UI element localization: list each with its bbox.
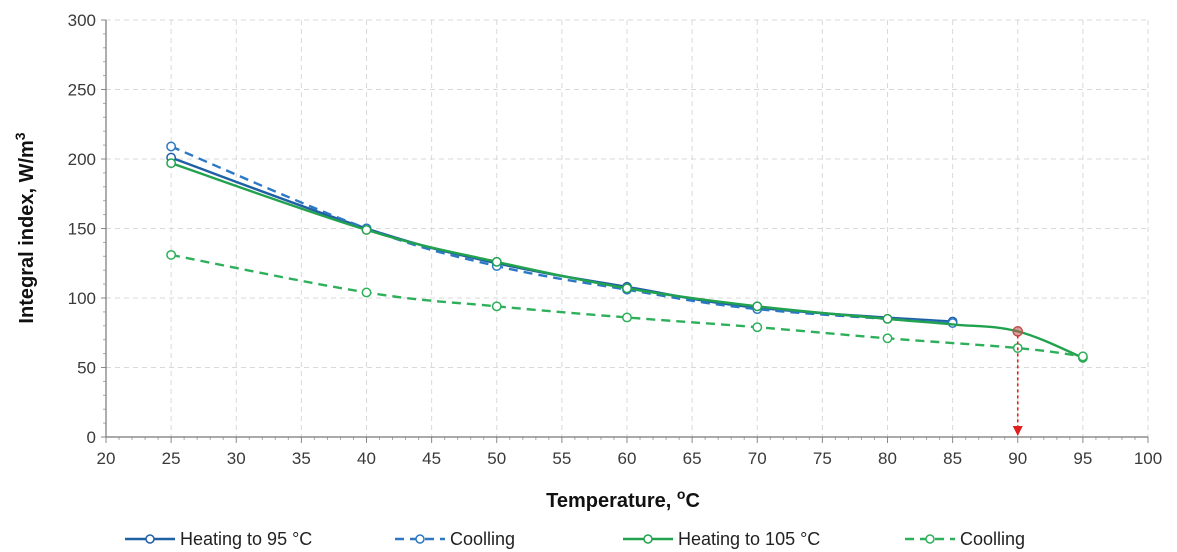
series-layer [166, 141, 1088, 363]
legend-label: Heating to 95 °C [180, 529, 312, 549]
series-point-2 [491, 256, 502, 267]
x-tick-label: 20 [97, 449, 116, 468]
series-point-3 [361, 287, 372, 298]
x-tick-label: 50 [487, 449, 506, 468]
x-tick-label: 30 [227, 449, 246, 468]
x-tick-label: 85 [943, 449, 962, 468]
legend-marker [925, 534, 935, 544]
y-tick-label: 250 [68, 81, 96, 100]
x-tick-label: 65 [683, 449, 702, 468]
legend-entry: Heating to 105 °C [623, 529, 820, 549]
series-point-2 [752, 301, 763, 312]
series-line-3 [170, 253, 1084, 358]
x-tick-label: 80 [878, 449, 897, 468]
series-point-3 [1077, 351, 1088, 362]
x-tick-label: 25 [162, 449, 181, 468]
y-tick-label: 200 [68, 150, 96, 169]
legend-entry: Coolling [905, 529, 1025, 549]
annotation-layer [1012, 326, 1024, 436]
legend-label: Heating to 105 °C [678, 529, 820, 549]
y-tick-label: 300 [68, 11, 96, 30]
x-tick-label: 95 [1073, 449, 1092, 468]
series-point-3 [622, 312, 632, 323]
y-axis-title: Integral index, W/m3 [12, 132, 38, 323]
grid-lines [106, 19, 1149, 437]
legend-marker [643, 534, 653, 544]
tick-labels: 20 25 30 35 40 45 50 55 60 65 70 75 80 85 90 95 100 0 50 10… [68, 11, 1163, 468]
series-point-3 [752, 322, 763, 333]
series-point-3 [882, 333, 893, 344]
x-axis-title: Temperature, oC [546, 486, 700, 512]
legend-entry: Heating to 95 °C [125, 529, 312, 549]
y-tick-label: 50 [77, 359, 96, 378]
legend-marker [145, 534, 155, 544]
series-point-3 [491, 301, 502, 312]
axes [101, 19, 1149, 443]
x-tick-label: 70 [748, 449, 767, 468]
series-point-1 [166, 141, 177, 152]
x-tick-label: 40 [357, 449, 376, 468]
x-tick-label: 90 [1008, 449, 1027, 468]
series-line-1 [170, 145, 953, 325]
x-tick-label: 100 [1134, 449, 1162, 468]
legend-entry: Coolling [395, 529, 515, 549]
y-tick-label: 100 [68, 289, 96, 308]
series-point-2 [166, 158, 177, 169]
reading-arrow-head [1012, 426, 1023, 436]
x-tick-label: 75 [813, 449, 832, 468]
x-tick-label: 60 [618, 449, 637, 468]
legend: Heating to 95 °C Coolling Heating to 105 °… [125, 529, 1025, 549]
legend-label: Coolling [960, 529, 1025, 549]
x-tick-label: 35 [292, 449, 311, 468]
y-tick-label: 0 [87, 428, 96, 447]
x-tick-label: 45 [422, 449, 441, 468]
series-point-3 [166, 249, 177, 260]
highlight-point [1012, 326, 1024, 337]
series-point-2 [622, 283, 632, 294]
y-tick-label: 150 [68, 220, 96, 239]
x-tick-label: 55 [552, 449, 571, 468]
legend-marker [415, 534, 425, 544]
series-point-2 [882, 313, 893, 324]
series-point-2 [361, 224, 372, 235]
legend-label: Coolling [450, 529, 515, 549]
